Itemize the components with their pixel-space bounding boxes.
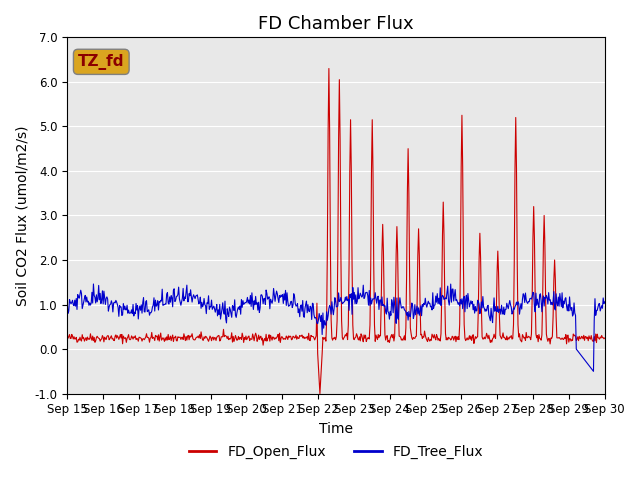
FD_Tree_Flux [402,309,410,314]
FD_Tree_Flux [418,313,426,319]
FD_Tree_Flux [129,301,137,307]
FD_Open_Flux [316,391,324,396]
Text: TZ_fd: TZ_fd [78,54,125,70]
Y-axis label: Soil CO2 Flux (umol/m2/s): Soil CO2 Flux (umol/m2/s) [15,125,29,306]
FD_Open_Flux [183,337,191,343]
FD_Open_Flux [129,335,136,340]
FD_Open_Flux [419,336,426,341]
Line: FD_Tree_Flux: FD_Tree_Flux [67,284,605,372]
FD_Open_Flux [63,334,71,340]
FD_Open_Flux [325,66,333,72]
FD_Open_Flux [601,335,609,341]
Line: FD_Open_Flux: FD_Open_Flux [67,69,605,394]
FD_Open_Flux [211,335,219,341]
Title: FD Chamber Flux: FD Chamber Flux [258,15,414,33]
FD_Tree_Flux [601,299,609,305]
FD_Tree_Flux [589,369,597,374]
FD_Tree_Flux [73,307,81,312]
FD_Open_Flux [73,339,81,345]
X-axis label: Time: Time [319,422,353,436]
FD_Tree_Flux [184,299,191,304]
FD_Tree_Flux [212,306,220,312]
FD_Tree_Flux [90,281,97,287]
FD_Open_Flux [403,273,410,278]
FD_Tree_Flux [63,300,71,306]
Legend: FD_Open_Flux, FD_Tree_Flux: FD_Open_Flux, FD_Tree_Flux [183,440,489,465]
